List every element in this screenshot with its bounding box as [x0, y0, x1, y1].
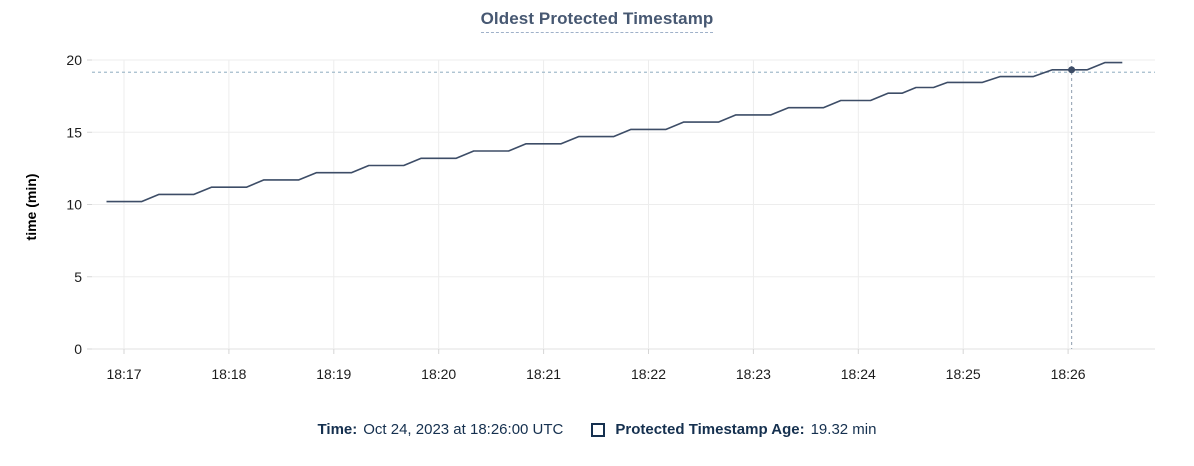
series-checkbox-icon[interactable] — [591, 423, 606, 437]
x-tick-label: 18:26 — [1051, 366, 1086, 382]
y-tick-label: 5 — [74, 269, 82, 285]
legend-time-label: Time: — [317, 421, 358, 438]
x-tick-label: 18:23 — [736, 366, 771, 382]
chart-header: Oldest Protected Timestamp — [0, 9, 1194, 33]
legend-series-label: Protected Timestamp Age: — [615, 421, 805, 438]
x-tick-label: 18:17 — [106, 366, 141, 382]
x-tick-label: 18:22 — [631, 366, 666, 382]
x-tick-label: 18:18 — [211, 366, 246, 382]
legend-series-toggle[interactable]: Protected Timestamp Age: 19.32 min — [591, 420, 876, 440]
x-tick-label: 18:19 — [316, 366, 351, 382]
x-tick-label: 18:25 — [946, 366, 981, 382]
chart-title[interactable]: Oldest Protected Timestamp — [480, 9, 714, 33]
y-tick-label: 15 — [66, 124, 82, 140]
x-tick-label: 18:21 — [526, 366, 561, 382]
y-tick-label: 10 — [66, 197, 82, 213]
x-tick-label: 18:24 — [841, 366, 876, 382]
legend-time-value: Oct 24, 2023 at 18:26:00 UTC — [363, 421, 564, 438]
y-axis-label: time (min) — [23, 173, 39, 241]
legend-series-value: 19.32 min — [810, 421, 877, 438]
x-tick-label: 18:20 — [421, 366, 456, 382]
y-tick-label: 0 — [74, 341, 82, 357]
chart-legend: Time: Oct 24, 2023 at 18:26:00 UTC Prote… — [0, 420, 1194, 440]
series-line — [106, 61, 1123, 203]
y-tick-label: 20 — [66, 52, 82, 68]
hover-marker-dot — [1068, 66, 1076, 74]
legend-time: Time: Oct 24, 2023 at 18:26:00 UTC — [318, 420, 564, 440]
chart-plot[interactable]: 0 5 10 15 20 18:17 18:18 18:19 18:20 18:21 18:22 18… — [0, 0, 1194, 410]
